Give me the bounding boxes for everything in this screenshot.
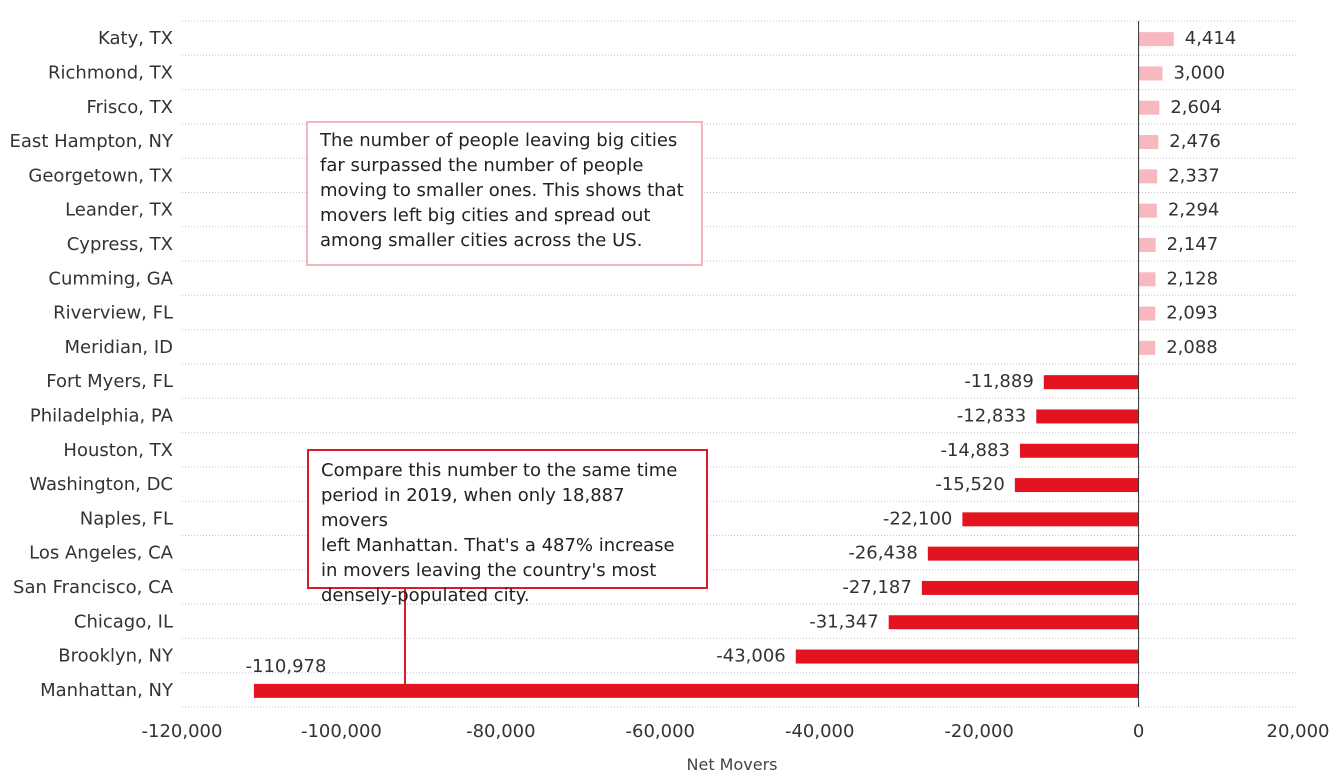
bar — [253, 683, 1139, 698]
bar — [962, 512, 1139, 527]
category-label: Cypress, TX — [67, 234, 173, 255]
category-label: Fort Myers, FL — [46, 371, 173, 392]
category-label: Riverview, FL — [53, 303, 173, 324]
annotation-line: densely-populated city. — [321, 585, 530, 606]
bar — [888, 615, 1139, 630]
data-label: 2,128 — [1167, 268, 1219, 289]
data-label: -15,520 — [935, 474, 1004, 495]
bar — [927, 546, 1139, 561]
annotation-manhattan: Compare this number to the same time per… — [307, 449, 708, 606]
x-tick-label: -120,000 — [142, 721, 223, 742]
category-label: San Francisco, CA — [13, 577, 174, 598]
bar — [1043, 375, 1139, 390]
category-label: Los Angeles, CA — [29, 543, 174, 564]
bar — [1019, 443, 1139, 458]
category-label: Naples, FL — [80, 508, 173, 529]
data-label: 2,088 — [1166, 337, 1218, 358]
category-label: Frisco, TX — [86, 97, 173, 118]
category-label: East Hampton, NY — [10, 131, 174, 152]
category-label: Leander, TX — [65, 200, 173, 221]
category-label: Manhattan, NY — [40, 680, 174, 701]
value-labels: 4,414 3,000 2,604 2,476 2,337 2,294 2,147 2,128… — [246, 28, 1237, 677]
data-label: -26,438 — [848, 543, 917, 564]
bars — [253, 32, 1174, 698]
x-tick-labels: -120,000 -100,000 -80,000 -60,000 -40,000 -20… — [142, 721, 1330, 742]
annotation-line: in movers leaving the country's most — [321, 560, 657, 581]
annotation-line: movers left big cities and spread out — [320, 205, 651, 226]
category-label: Meridian, ID — [65, 337, 173, 358]
x-tick-label: -20,000 — [944, 721, 1013, 742]
annotation-line: moving to smaller ones. This shows that — [320, 180, 684, 201]
annotation-line: left Manhattan. That's a 487% increase — [321, 535, 675, 556]
category-label: Houston, TX — [63, 440, 173, 461]
x-tick-label: -40,000 — [785, 721, 854, 742]
data-label: 2,147 — [1167, 234, 1219, 255]
data-label: 2,294 — [1168, 200, 1220, 221]
data-label: -110,978 — [246, 656, 327, 677]
bar — [921, 580, 1139, 595]
data-label: -11,889 — [964, 371, 1033, 392]
data-label: -43,006 — [716, 646, 785, 667]
annotation-line: The number of people leaving big cities — [320, 130, 678, 151]
x-tick-label: 20,000 — [1267, 721, 1330, 742]
data-label: 2,604 — [1170, 97, 1222, 118]
x-tick-label: -60,000 — [626, 721, 695, 742]
x-tick-label: 0 — [1133, 721, 1144, 742]
category-label: Georgetown, TX — [28, 165, 173, 186]
data-label: 4,414 — [1185, 28, 1237, 49]
data-label: 2,337 — [1168, 165, 1220, 186]
bar — [1036, 409, 1139, 424]
bar — [795, 649, 1139, 664]
bar — [1014, 478, 1139, 493]
bar — [1138, 340, 1156, 355]
annotation-line: period in 2019, when only 18,887 movers — [321, 485, 625, 531]
category-label: Cumming, GA — [48, 268, 173, 289]
category-label: Washington, DC — [29, 474, 173, 495]
data-label: 2,476 — [1169, 131, 1221, 152]
bar — [1138, 100, 1160, 115]
data-label: -27,187 — [842, 577, 911, 598]
data-label: -14,883 — [940, 440, 1009, 461]
bar — [1138, 203, 1157, 218]
data-label: 3,000 — [1173, 62, 1225, 83]
bar — [1138, 32, 1174, 47]
annotation-line: far surpassed the number of people — [320, 155, 644, 176]
category-label: Chicago, IL — [74, 611, 173, 632]
data-label: 2,093 — [1166, 303, 1218, 324]
category-label: Richmond, TX — [48, 62, 173, 83]
bar — [1138, 66, 1163, 81]
x-tick-label: -80,000 — [466, 721, 535, 742]
annotation-line: Compare this number to the same time — [321, 460, 678, 481]
bar — [1138, 135, 1159, 150]
bar — [1138, 169, 1158, 184]
x-axis-label: Net Movers — [687, 755, 778, 774]
category-label: Philadelphia, PA — [30, 405, 174, 426]
x-tick-label: -100,000 — [301, 721, 382, 742]
data-label: -31,347 — [809, 611, 878, 632]
bar — [1138, 237, 1156, 252]
category-label: Katy, TX — [98, 28, 173, 49]
bar — [1138, 306, 1156, 321]
data-label: -12,833 — [957, 405, 1026, 426]
category-label: Brooklyn, NY — [58, 646, 174, 667]
data-label: -22,100 — [883, 508, 952, 529]
category-labels: Katy, TX Richmond, TX Frisco, TX East Hampt… — [10, 28, 174, 701]
annotation-line: among smaller cities across the US. — [320, 230, 643, 251]
bar — [1138, 272, 1156, 287]
annotation-big-cities: The number of people leaving big cities … — [306, 121, 703, 266]
